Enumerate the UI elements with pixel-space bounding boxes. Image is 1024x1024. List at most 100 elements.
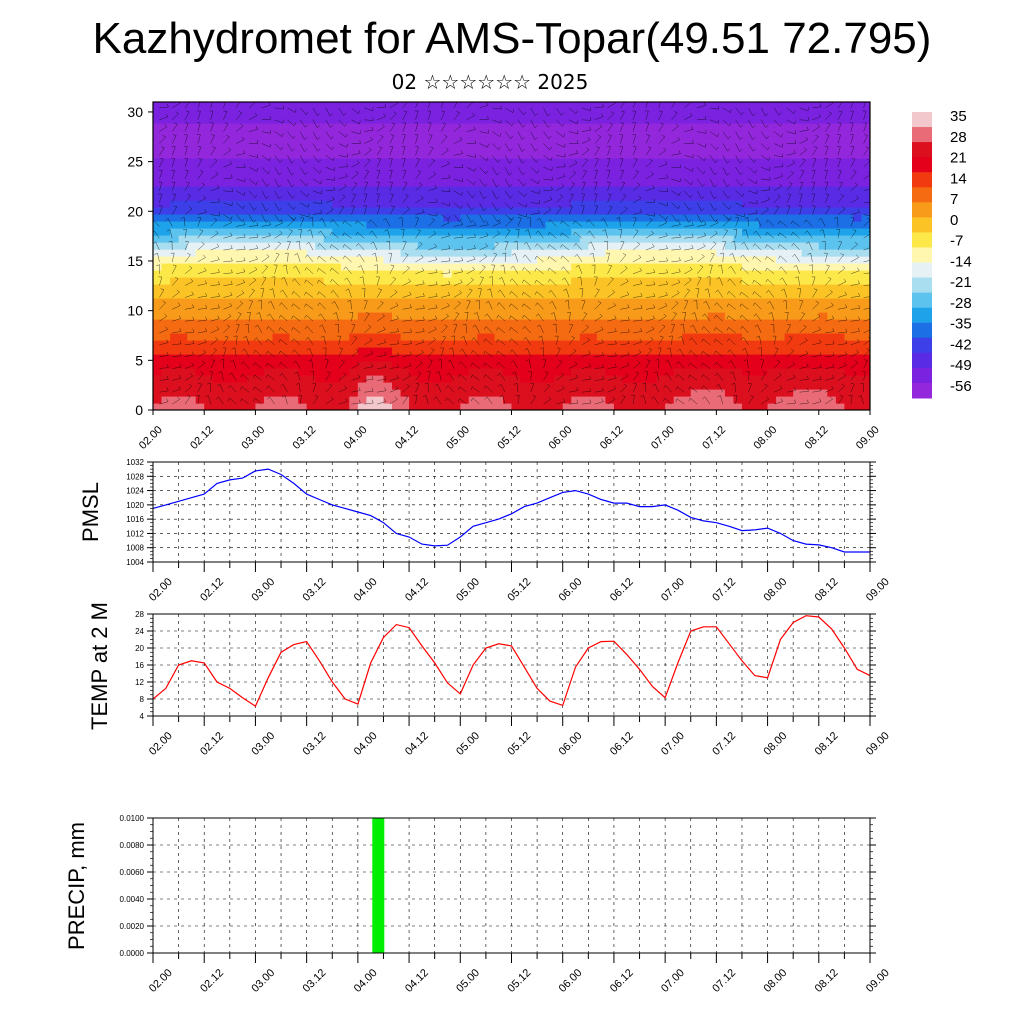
wind-barb	[172, 103, 181, 109]
wind-barb-flag	[407, 373, 411, 377]
heatmap-cell	[426, 291, 436, 299]
heatmap-cell	[784, 389, 794, 397]
wind-barb	[236, 282, 245, 286]
heatmap-cell	[716, 312, 726, 320]
heatmap-cell	[784, 123, 794, 131]
heatmap-cell	[272, 277, 282, 285]
heatmap-cell	[289, 235, 299, 243]
heatmap-cell	[750, 319, 760, 327]
heatmap-cell	[639, 312, 649, 320]
wind-barb	[210, 187, 220, 192]
heatmap-cell	[699, 186, 709, 194]
heatmap-cell	[801, 200, 811, 208]
heatmap-cell	[656, 242, 666, 250]
heatmap-cell	[349, 193, 359, 201]
wind-barb	[351, 131, 361, 135]
wind-barb-flag	[459, 136, 463, 140]
heatmap-cell	[810, 193, 820, 201]
wind-barb	[210, 259, 220, 263]
wind-barb-flag	[243, 221, 246, 225]
wind-barb-flag	[243, 150, 246, 154]
heatmap-cell	[776, 382, 786, 390]
heatmap-cell	[554, 242, 564, 250]
heatmap-cell	[759, 207, 769, 215]
wind-barb	[299, 241, 301, 251]
heatmap-cell	[289, 130, 299, 138]
wind-barb-flag	[329, 113, 333, 117]
heatmap-cell	[801, 361, 811, 369]
heatmap-cell	[818, 368, 828, 376]
heatmap-cell	[741, 172, 752, 180]
heatmap-cell	[161, 256, 171, 264]
heatmap-cell	[426, 102, 436, 110]
heatmap-cell	[263, 158, 274, 166]
wind-barb	[338, 401, 348, 405]
heatmap-cell	[289, 326, 299, 334]
heatmap-cell	[502, 186, 513, 194]
wind-barb	[385, 218, 391, 227]
heatmap-cell	[793, 354, 803, 362]
heatmap-cell	[579, 256, 589, 264]
heatmap-cell	[776, 221, 786, 229]
heatmap-cell	[707, 347, 717, 355]
heatmap-cell	[212, 263, 222, 271]
heatmap-cell	[562, 375, 572, 383]
heatmap-cell	[648, 151, 658, 159]
heatmap-cell	[759, 291, 769, 299]
heatmap-cell	[221, 396, 231, 404]
heatmap-cell	[793, 214, 803, 222]
heatmap-cell	[357, 270, 367, 278]
heatmap-cell	[443, 102, 453, 110]
heatmap-cell	[212, 403, 222, 410]
wind-barb	[268, 385, 275, 393]
heatmap-cell	[357, 123, 367, 131]
heatmap-cell	[272, 165, 282, 173]
wind-barb	[318, 255, 326, 263]
heatmap-cell	[613, 396, 624, 404]
wind-barb	[172, 377, 181, 381]
wind-barb	[311, 359, 314, 369]
heatmap-cell	[502, 347, 513, 355]
wind-barb	[325, 209, 334, 215]
heatmap-cell	[537, 347, 547, 355]
heatmap-cell	[255, 242, 265, 250]
heatmap-cell	[861, 298, 870, 306]
heatmap-cell	[554, 291, 564, 299]
heatmap-cell	[545, 312, 555, 320]
heatmap-cell	[818, 102, 828, 110]
heatmap-cell	[767, 375, 777, 383]
heatmap-cell	[178, 193, 188, 201]
heatmap-cell	[511, 249, 521, 257]
wind-barb	[171, 158, 175, 168]
wind-barb-flag	[306, 193, 309, 197]
heatmap-cell	[639, 326, 649, 334]
wind-barb	[243, 361, 250, 369]
heatmap-cell	[238, 137, 248, 145]
heatmap-cell	[605, 130, 615, 138]
heatmap-cell	[784, 221, 794, 229]
heatmap-cell	[289, 333, 299, 341]
wind-barb-flag	[437, 359, 442, 361]
wind-barb	[351, 312, 354, 322]
heatmap-cell	[827, 312, 837, 320]
heatmap-cell	[187, 242, 197, 250]
heatmap-cell	[776, 340, 786, 348]
heatmap-cell	[451, 207, 461, 215]
heatmap-cell	[835, 284, 845, 292]
heatmap-cell	[204, 214, 214, 222]
heatmap-cell	[289, 291, 299, 299]
heatmap-cell	[673, 263, 683, 271]
wind-barb	[415, 159, 420, 168]
heatmap-cell	[366, 158, 376, 166]
heatmap-cell	[656, 214, 666, 222]
wind-barb	[389, 318, 399, 322]
heatmap-cell	[161, 221, 171, 229]
wind-barb	[241, 386, 250, 393]
heatmap-cell	[409, 207, 419, 215]
heatmap-cell	[699, 123, 709, 131]
heatmap-cell	[571, 291, 581, 299]
heatmap-cell	[298, 179, 308, 187]
wind-barb-flag	[175, 111, 179, 114]
heatmap-cell	[187, 158, 197, 166]
wind-barb-flag	[332, 196, 335, 200]
